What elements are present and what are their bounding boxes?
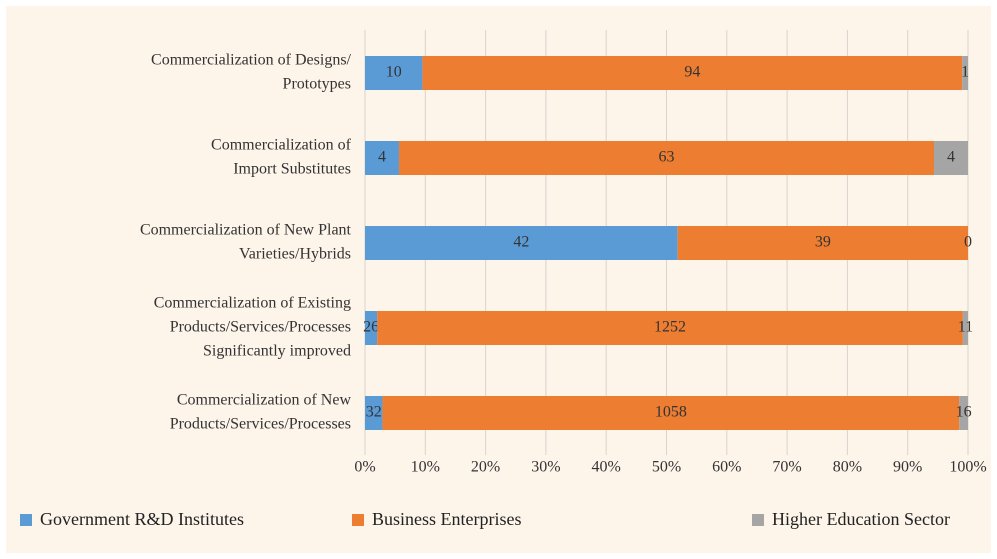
y-tick-label: Commercialization of Designs/ [151,52,352,69]
bar-segment [962,311,968,345]
bar-segment [382,396,960,430]
legend-label: Government R&D Institutes [40,509,244,529]
x-tick-label: 90% [893,459,922,476]
y-tick-label: Commercialization of Existing [154,295,351,312]
legend-swatch [752,514,764,526]
data-label: 11 [958,319,973,336]
bar-segment [677,226,968,260]
legend-label: Business Enterprises [372,509,521,529]
bar-segment [365,311,378,345]
y-tick-label: Varieties/Hybrids [239,246,351,263]
data-label: 94 [684,64,700,81]
data-label: 4 [947,149,955,166]
bar-segment [365,396,383,430]
legend-label: Higher Education Sector [772,509,950,529]
data-label: 1252 [654,319,686,336]
y-tick-label: Commercialization of New Plant [140,222,352,239]
y-tick-label: Prototypes [283,76,351,93]
x-tick-label: 80% [833,459,862,476]
x-tick-label: 20% [471,459,500,476]
y-tick-label: Commercialization of [211,137,352,154]
data-label: 4 [378,149,386,166]
bar-segment [934,141,968,175]
data-label: 1058 [655,404,687,421]
bar-segment [422,56,963,90]
x-tick-label: 40% [592,459,621,476]
bar-segment [959,396,968,430]
data-label: 26 [363,319,379,336]
x-tick-label: 10% [411,459,440,476]
bar-segment [962,56,968,90]
y-tick-label: Products/Services/Processes [170,416,351,433]
y-tick-label: Import Substitutes [233,161,351,178]
y-tick-label: Significantly improved [203,343,351,360]
chart-background [6,6,991,553]
bar-segment [365,56,423,90]
bar-segment [365,141,399,175]
y-tick-label: Commercialization of New [177,392,352,409]
data-label: 32 [366,404,382,421]
legend-swatch [352,514,364,526]
x-tick-label: 0% [354,459,375,476]
x-tick-label: 30% [531,459,560,476]
data-label: 63 [659,149,675,166]
data-label: 39 [815,234,831,251]
bar-segment [377,311,963,345]
data-label: 42 [513,234,529,251]
x-tick-label: 50% [652,459,681,476]
data-label: 10 [386,64,402,81]
data-label: 1 [961,64,969,81]
x-tick-label: 70% [772,459,801,476]
legend-swatch [20,514,32,526]
x-tick-label: 100% [949,459,986,476]
bar-segment [365,226,678,260]
bar-segment [398,141,935,175]
data-label: 16 [956,404,972,421]
y-tick-label: Products/Services/Processes [170,319,351,336]
x-tick-label: 60% [712,459,741,476]
data-label: 0 [964,234,972,251]
